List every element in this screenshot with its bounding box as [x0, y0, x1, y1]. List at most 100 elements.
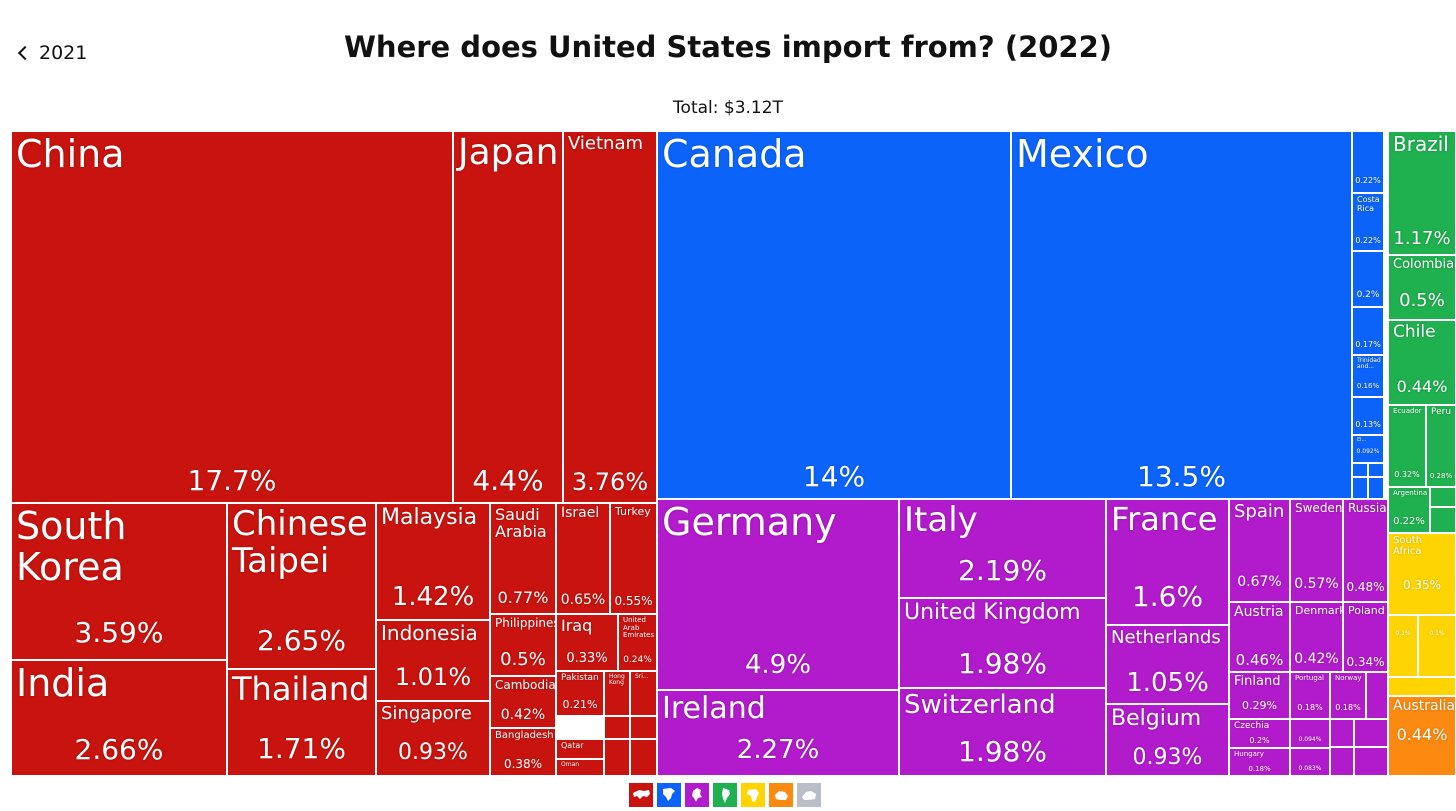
treemap-cell-india[interactable]: India 2.66% [11, 660, 227, 776]
treemap-cell-france[interactable]: France 1.6% [1106, 499, 1229, 625]
treemap-cell-australia[interactable]: Australia 0.44% [1388, 696, 1456, 776]
treemap-cell-italy[interactable]: Italy 2.19% [899, 499, 1106, 598]
treemap-cell-hungary[interactable]: Hungary 0.18% [1229, 748, 1290, 776]
treemap-cell-iraq[interactable]: Iraq 0.33% [556, 614, 618, 671]
europe-icon[interactable] [685, 783, 709, 807]
treemap-cell-czechia[interactable]: Czechia 0.2% [1229, 719, 1290, 748]
treemap-cell-south-korea[interactable]: South Korea 3.59% [11, 503, 227, 660]
treemap-cell-united-kingdom[interactable]: United Kingdom 1.98% [899, 598, 1106, 688]
treemap-cell-saudi-arabia[interactable]: Saudi Arabia 0.77% [490, 503, 556, 614]
treemap-cell-sri[interactable]: Sri... [630, 671, 657, 716]
treemap-cell-small[interactable] [1368, 463, 1384, 477]
treemap-cell-label: El... [1357, 437, 1367, 443]
treemap-cell-value: 0.46% [1235, 651, 1284, 669]
treemap-cell-peru[interactable]: Peru 0.28% [1426, 405, 1456, 487]
treemap-cell-belgium[interactable]: Belgium 0.93% [1106, 704, 1229, 776]
treemap-cell-small[interactable] [1330, 747, 1354, 776]
treemap-cell-sweden[interactable]: Sweden 0.57% [1290, 499, 1343, 602]
treemap-cell-chile[interactable]: Chile 0.44% [1388, 320, 1456, 405]
back-year-button[interactable]: 2021 [14, 38, 87, 68]
treemap-cell-qatar[interactable]: Qatar [556, 739, 604, 759]
treemap-cell-poland[interactable]: Poland 0.34% [1343, 602, 1388, 672]
treemap-cell-label: Cambodia [495, 678, 556, 692]
treemap-cell-label: Iraq [561, 616, 593, 635]
treemap-cell-trinidad-and[interactable]: Trinidad and... 0.16% [1352, 355, 1384, 397]
treemap-cell-value: 0.21% [562, 698, 598, 711]
treemap-cell-brazil[interactable]: Brazil 1.17% [1388, 131, 1456, 255]
treemap-cell-thailand[interactable]: Thailand 1.71% [227, 669, 376, 776]
treemap-cell-value: 0.18% [1248, 765, 1271, 773]
treemap-cell-oman[interactable]: Oman [556, 759, 604, 776]
treemap-cell-united-arab-emirates[interactable]: United Arab Emirates 0.24% [618, 614, 657, 671]
treemap-cell-small[interactable] [630, 739, 657, 776]
treemap-cell-germany[interactable]: Germany 4.9% [657, 499, 899, 690]
treemap-cell-philippines[interactable]: Philippines 0.5% [490, 614, 556, 676]
treemap-cell-small[interactable] [630, 716, 657, 739]
treemap-cell-finland[interactable]: Finland 0.29% [1229, 672, 1290, 719]
treemap-cell-label: Israel [561, 505, 600, 521]
treemap-cell-austria[interactable]: Austria 0.46% [1229, 602, 1290, 672]
africa-icon[interactable] [741, 783, 765, 807]
treemap-cell-costa-rica[interactable]: Costa Rica 0.22% [1352, 193, 1384, 251]
treemap-cell-denmark[interactable]: Denmark 0.42% [1290, 602, 1343, 672]
treemap-cell-spain[interactable]: Spain 0.67% [1229, 499, 1290, 602]
treemap-cell-hong-kong[interactable]: Hong Kong [604, 671, 630, 716]
treemap-cell-small[interactable] [1366, 672, 1388, 719]
treemap-cell-small[interactable] [1330, 719, 1354, 747]
treemap-cell-europe-20[interactable]: 0.083% [1290, 748, 1330, 776]
antarctica-icon[interactable] [797, 783, 821, 807]
treemap-cell-ireland[interactable]: Ireland 2.27% [657, 690, 899, 776]
treemap-cell-ecuador[interactable]: Ecuador 0.32% [1388, 405, 1426, 487]
treemap-cell-north-america-2[interactable]: 0.22% [1352, 131, 1384, 193]
treemap-cell-small[interactable] [1368, 477, 1384, 499]
treemap-cell-north-america-7[interactable]: 0.13% [1352, 397, 1384, 435]
treemap-cell-russia[interactable]: Russia 0.48% [1343, 499, 1388, 602]
treemap-cell-africa-2[interactable]: 0.1% [1418, 615, 1456, 677]
treemap-cell-africa-1[interactable]: 0.1% [1388, 615, 1418, 677]
treemap-cell-portugal[interactable]: Portugal 0.18% [1290, 672, 1330, 719]
treemap-cell-value: 14% [802, 460, 866, 493]
treemap-cell-argentina[interactable]: Argentina 0.22% [1388, 487, 1430, 533]
treemap-cell-north-america-4[interactable]: 0.2% [1352, 251, 1384, 307]
treemap-cell-small[interactable] [1352, 463, 1368, 477]
treemap-cell-norway[interactable]: Norway 0.18% [1330, 672, 1366, 719]
treemap-cell-vietnam[interactable]: Vietnam 3.76% [563, 131, 657, 503]
treemap-cell-mexico[interactable]: Mexico 13.5% [1011, 131, 1352, 499]
oceania-icon[interactable] [769, 783, 793, 807]
treemap-cell-chinese-taipei[interactable]: Chinese Taipei 2.65% [227, 503, 376, 669]
treemap-cell-label: Poland [1348, 604, 1385, 617]
treemap-cell-israel[interactable]: Israel 0.65% [556, 503, 610, 614]
treemap-cell-small[interactable] [1354, 719, 1388, 747]
treemap-cell-value: 0.93% [1132, 745, 1203, 770]
treemap-cell-small[interactable] [604, 739, 630, 776]
treemap-cell-japan[interactable]: Japan 4.4% [453, 131, 563, 503]
treemap-cell-label: Denmark [1295, 604, 1343, 617]
treemap-cell-turkey[interactable]: Turkey 0.55% [610, 503, 657, 614]
treemap-cell-canada[interactable]: Canada 14% [657, 131, 1011, 499]
north-america-icon[interactable] [657, 783, 681, 807]
treemap-cell-colombia[interactable]: Colombia 0.5% [1388, 255, 1456, 320]
treemap-cell-small[interactable] [1430, 507, 1456, 533]
treemap-cell-south-africa[interactable]: South Africa 0.35% [1388, 533, 1456, 615]
treemap-cell-indonesia[interactable]: Indonesia 1.01% [376, 620, 490, 701]
treemap-cell-small[interactable] [604, 716, 630, 739]
treemap-cell-china[interactable]: China 17.7% [11, 131, 453, 503]
treemap-cell-malaysia[interactable]: Malaysia 1.42% [376, 503, 490, 620]
treemap-cell-cambodia[interactable]: Cambodia 0.42% [490, 676, 556, 728]
treemap-cell-north-america-5[interactable]: 0.17% [1352, 307, 1384, 355]
treemap-cell-small[interactable] [1388, 677, 1456, 696]
treemap-cell-small[interactable] [1354, 747, 1388, 776]
treemap-cell-bangladesh[interactable]: Bangladesh 0.38% [490, 728, 556, 776]
treemap-cell-netherlands[interactable]: Netherlands 1.05% [1106, 625, 1229, 704]
treemap-cell-singapore[interactable]: Singapore 0.93% [376, 701, 490, 776]
treemap-cell-switzerland[interactable]: Switzerland 1.98% [899, 688, 1106, 776]
treemap-cell-europe-19[interactable]: 0.094% [1290, 719, 1330, 748]
treemap-cell-label: Argentina [1393, 489, 1428, 497]
treemap-cell-el[interactable]: El... 0.092% [1352, 435, 1384, 463]
treemap-cell-small[interactable] [1352, 477, 1368, 499]
asia-icon[interactable] [629, 783, 653, 807]
treemap-cell-small[interactable] [1430, 487, 1456, 507]
south-america-icon[interactable] [713, 783, 737, 807]
treemap-cell-label: Russia [1348, 501, 1387, 515]
treemap-cell-pakistan[interactable]: Pakistan 0.21% [556, 671, 604, 716]
